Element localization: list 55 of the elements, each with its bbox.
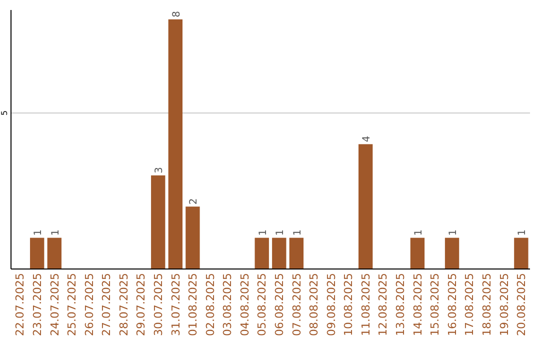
bar: [30, 238, 44, 269]
data-label: 3: [154, 167, 166, 174]
x-tick-label: 20.08.2025: [515, 273, 528, 336]
x-tick-label: 08.08.2025: [308, 273, 321, 336]
bar: [168, 19, 182, 269]
x-tick-label: 15.08.2025: [428, 273, 442, 336]
x-tick-label: 01.08.2025: [186, 273, 200, 336]
data-label: 1: [33, 229, 44, 236]
x-tick-label: 19.08.2025: [498, 273, 511, 336]
bar: [254, 238, 269, 269]
x-tick-label: 18.08.2025: [480, 273, 494, 336]
data-label: 1: [275, 229, 286, 236]
data-label: 1: [517, 229, 528, 236]
x-tick-label: 22.07.2025: [14, 273, 27, 336]
data-label: 4: [362, 136, 373, 142]
bar: [272, 238, 286, 269]
x-tick-label: 04.08.2025: [238, 273, 252, 336]
bar: [289, 238, 304, 269]
x-tick-label: 14.08.2025: [411, 273, 424, 336]
data-label: 2: [188, 198, 200, 205]
bar: [47, 238, 62, 269]
x-tick-label: 31.07.2025: [169, 273, 182, 336]
bar: [514, 238, 528, 269]
x-tick-label: 06.08.2025: [272, 273, 286, 336]
x-tick-label: 13.08.2025: [394, 273, 408, 336]
x-tick-label: 27.07.2025: [100, 273, 114, 336]
data-label: 1: [50, 229, 62, 236]
x-tick-label: 24.07.2025: [48, 273, 62, 336]
x-tick-label: 10.08.2025: [342, 273, 356, 336]
x-tick-label: 07.08.2025: [290, 273, 304, 336]
x-tick-label: 26.07.2025: [82, 273, 96, 336]
x-tick-label: 16.08.2025: [446, 273, 459, 336]
x-tick-label: 05.08.2025: [256, 273, 269, 336]
data-label: 1: [448, 229, 460, 236]
bar: [186, 206, 200, 269]
data-label: 1: [258, 229, 269, 236]
x-tick-label: 03.08.2025: [221, 273, 234, 336]
x-tick-label: 25.07.2025: [66, 273, 79, 336]
bar: [151, 175, 166, 269]
x-tick-label: 28.07.2025: [117, 273, 130, 336]
data-label: 8: [171, 10, 182, 18]
x-tick-label: 02.08.2025: [204, 273, 217, 336]
x-tick-label: 23.07.2025: [30, 273, 44, 336]
x-tick-label: 17.08.2025: [463, 273, 476, 336]
bar: [358, 144, 373, 269]
bar: [444, 238, 460, 269]
y-tick-label: 5: [0, 110, 9, 116]
data-label: 1: [292, 229, 304, 236]
x-tick-label: 30.07.2025: [152, 273, 165, 336]
bar: [410, 238, 425, 269]
x-tick-label: 29.07.2025: [134, 273, 148, 336]
x-tick-label: 12.08.2025: [376, 273, 390, 336]
x-tick-label: 11.08.2025: [359, 273, 372, 336]
x-tick-label: 09.08.2025: [324, 273, 338, 336]
data-label: 1: [413, 229, 424, 236]
